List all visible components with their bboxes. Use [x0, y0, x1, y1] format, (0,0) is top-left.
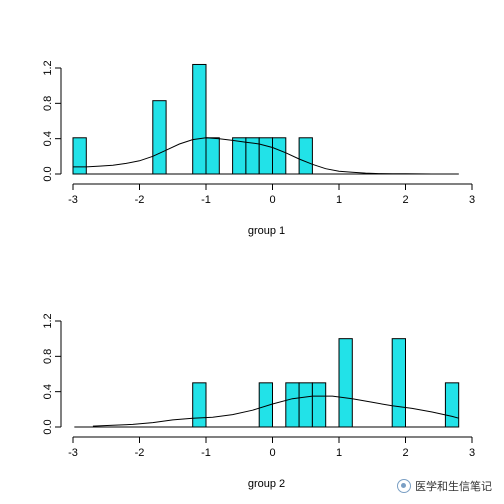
y-tick-label: 1.2 — [42, 60, 54, 75]
x-tick-label: -3 — [68, 194, 78, 206]
x-tick-label: 1 — [336, 447, 342, 459]
histogram-bar — [338, 338, 353, 428]
y-tick-label: 0.4 — [42, 131, 54, 146]
y-tick-label: 0.8 — [42, 96, 54, 111]
y-tick-label: 0.0 — [42, 419, 54, 434]
x-tick-label: 1 — [336, 194, 342, 206]
x-axis-label: group 1 — [248, 225, 285, 237]
histogram-bar — [192, 63, 207, 175]
histogram-bar — [391, 338, 407, 428]
density-curve — [92, 395, 459, 427]
histogram-bar — [311, 382, 327, 428]
x-tick-label: -2 — [135, 447, 145, 459]
y-tick-label: 0.8 — [42, 349, 54, 364]
panel-1: -3 -2 -1 0 1 2 3 0.0 0.4 0.8 1.2 group 1 — [42, 60, 475, 237]
y-tick-label: 0.0 — [42, 166, 54, 181]
histogram-bar — [285, 382, 300, 428]
x-tick-label: 2 — [402, 447, 408, 459]
histogram-bar — [298, 137, 313, 175]
histogram-bar — [72, 137, 87, 175]
x-tick-label: 0 — [269, 194, 275, 206]
panel-2: -3 -2 -1 0 1 2 3 0.0 0.4 0.8 1.2 group 2 — [42, 313, 475, 490]
x-tick-label: 3 — [469, 447, 475, 459]
y-tick-label: 1.2 — [42, 313, 54, 328]
histogram-bar — [258, 137, 274, 175]
x-tick-label: -3 — [68, 447, 78, 459]
density-curve — [73, 137, 459, 175]
x-tick-label: -1 — [201, 447, 211, 459]
histogram-bar — [192, 382, 207, 428]
histogram-bar — [205, 137, 220, 175]
x-tick-label: -2 — [135, 194, 145, 206]
x-tick-label: 0 — [269, 447, 275, 459]
x-tick-label: 2 — [402, 194, 408, 206]
histogram-bar — [232, 137, 247, 175]
y-tick-label: 0.4 — [42, 384, 54, 399]
x-axis-label: group 2 — [248, 478, 285, 490]
histogram-bar — [272, 137, 287, 175]
x-tick-label: -1 — [201, 194, 211, 206]
histogram-bar — [152, 100, 167, 175]
histogram-bar — [298, 382, 313, 428]
watermark-text: 医学和生信笔记 — [415, 481, 492, 493]
wechat-logo-icon — [397, 479, 411, 493]
watermark: 医学和生信笔记 — [397, 478, 492, 494]
x-tick-label: 3 — [469, 194, 475, 206]
histogram-bar — [444, 382, 460, 428]
